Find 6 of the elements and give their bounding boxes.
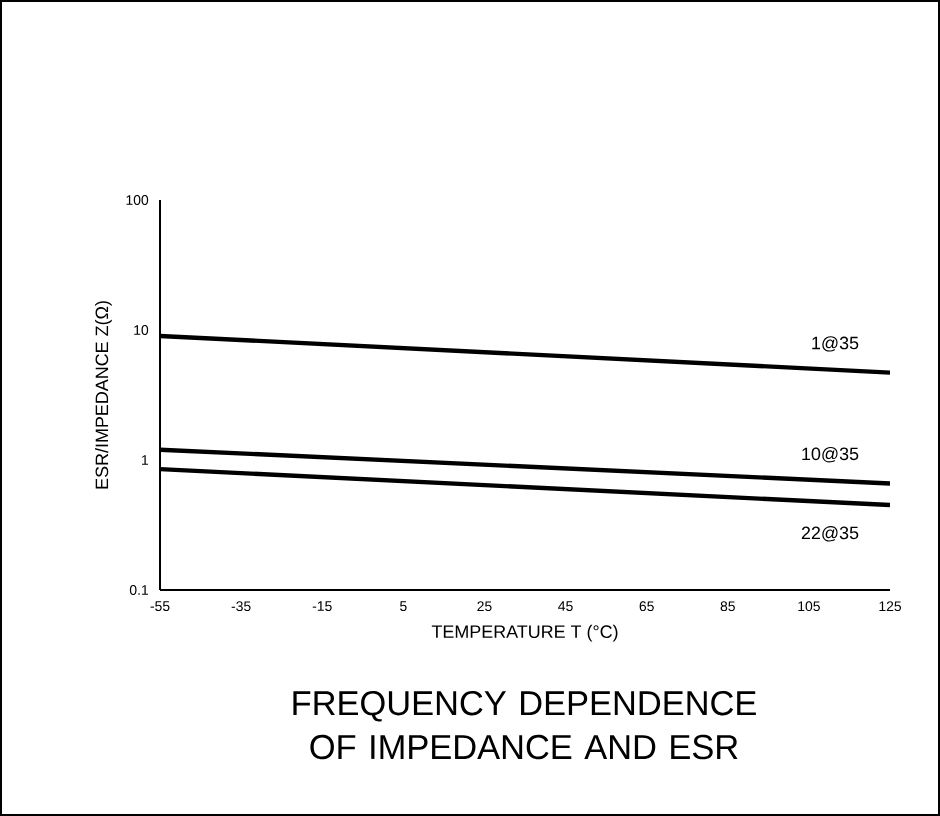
series-label: 10@35 [802, 446, 859, 463]
text: FREQUENCY DEPENDENCE OF IMPEDANCE AND ESR [293, 691, 756, 760]
y-axis-title: ESR/IMPEDANCE Z(Ω) [95, 301, 112, 489]
series-label: 22@35 [801, 526, 859, 542]
x-axis-title: TEMPERATURE T (°C) [431, 624, 618, 642]
series-label: 1@35 [812, 336, 859, 352]
